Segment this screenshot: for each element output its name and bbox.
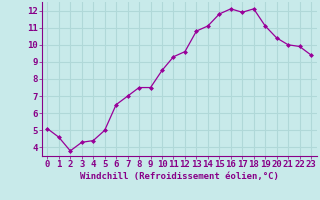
X-axis label: Windchill (Refroidissement éolien,°C): Windchill (Refroidissement éolien,°C) [80, 172, 279, 181]
